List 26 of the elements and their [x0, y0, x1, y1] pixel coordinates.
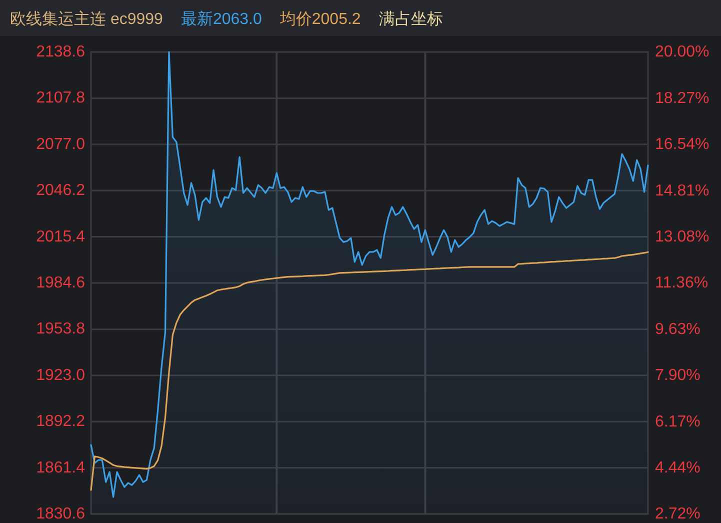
- y-tick-label: 1830.6: [36, 506, 86, 522]
- y2-tick-label: 6.17%: [655, 413, 700, 430]
- y2-tick-label: 9.63%: [655, 320, 700, 338]
- y2-tick-label: 4.44%: [655, 460, 700, 477]
- y-tick-label: 1953.8: [36, 320, 86, 338]
- y-tick-label: 1892.2: [36, 413, 86, 430]
- y-tick-label: 1923.0: [36, 366, 86, 384]
- y-tick-label: 1984.6: [36, 274, 86, 292]
- y2-tick-label: 2.72%: [655, 506, 700, 522]
- y2-tick-label: 11.36%: [655, 274, 708, 292]
- y2-tick-label: 14.81%: [655, 182, 710, 200]
- y2-tick-label: 7.90%: [655, 367, 700, 384]
- y-tick-label: 2138.6: [36, 44, 86, 60]
- y-tick-label: 2107.8: [36, 90, 86, 107]
- y-tick-label: 1861.4: [36, 459, 86, 476]
- series-label: 最新2063.0: [180, 10, 262, 28]
- y2-tick-label: 18.27%: [655, 90, 710, 107]
- y-tick-label: 2077.0: [36, 136, 86, 153]
- y2-tick-label: 20.00%: [655, 44, 710, 60]
- y-tick-label: 2015.4: [36, 228, 86, 246]
- y2-tick-label: 16.54%: [655, 136, 710, 154]
- text: 满占坐标: [378, 10, 443, 28]
- text: 均价2005.2: [278, 11, 361, 28]
- y-tick-label: 2046.2: [36, 182, 86, 200]
- chart-title: 欧线集运主连 ec9999: [10, 10, 164, 28]
- y2-tick-label: 13.08%: [655, 228, 710, 246]
